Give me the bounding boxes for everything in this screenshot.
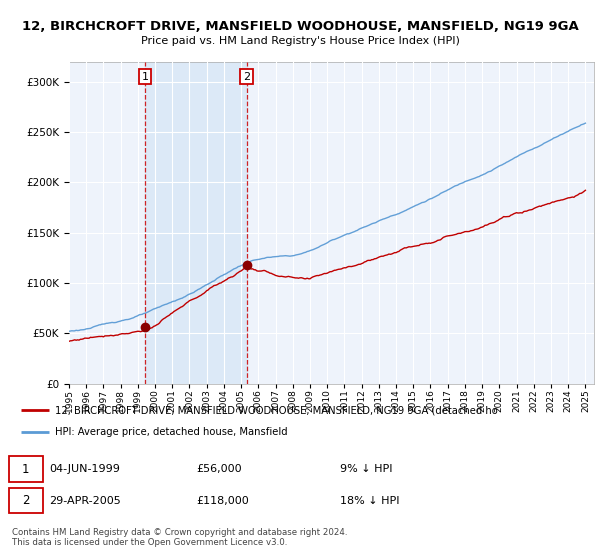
Text: 1: 1 [22, 463, 29, 475]
Text: £56,000: £56,000 [196, 464, 242, 474]
FancyBboxPatch shape [9, 488, 43, 514]
Text: 04-JUN-1999: 04-JUN-1999 [49, 464, 121, 474]
Text: HPI: Average price, detached house, Mansfield: HPI: Average price, detached house, Mans… [55, 427, 288, 437]
Text: 12, BIRCHCROFT DRIVE, MANSFIELD WOODHOUSE, MANSFIELD, NG19 9GA: 12, BIRCHCROFT DRIVE, MANSFIELD WOODHOUS… [22, 20, 578, 32]
Text: 2: 2 [243, 72, 250, 82]
Text: 1: 1 [142, 72, 149, 82]
Text: 9% ↓ HPI: 9% ↓ HPI [340, 464, 393, 474]
Text: Price paid vs. HM Land Registry's House Price Index (HPI): Price paid vs. HM Land Registry's House … [140, 36, 460, 46]
Text: 12, BIRCHCROFT DRIVE, MANSFIELD WOODHOUSE, MANSFIELD, NG19 9GA (detached ho: 12, BIRCHCROFT DRIVE, MANSFIELD WOODHOUS… [55, 405, 498, 416]
Text: 2: 2 [22, 494, 29, 507]
Text: Contains HM Land Registry data © Crown copyright and database right 2024.
This d: Contains HM Land Registry data © Crown c… [12, 528, 347, 547]
Bar [145, 62, 247, 384]
Text: 29-APR-2005: 29-APR-2005 [49, 496, 121, 506]
FancyBboxPatch shape [9, 456, 43, 482]
Text: 18% ↓ HPI: 18% ↓ HPI [340, 496, 400, 506]
Text: £118,000: £118,000 [196, 496, 249, 506]
